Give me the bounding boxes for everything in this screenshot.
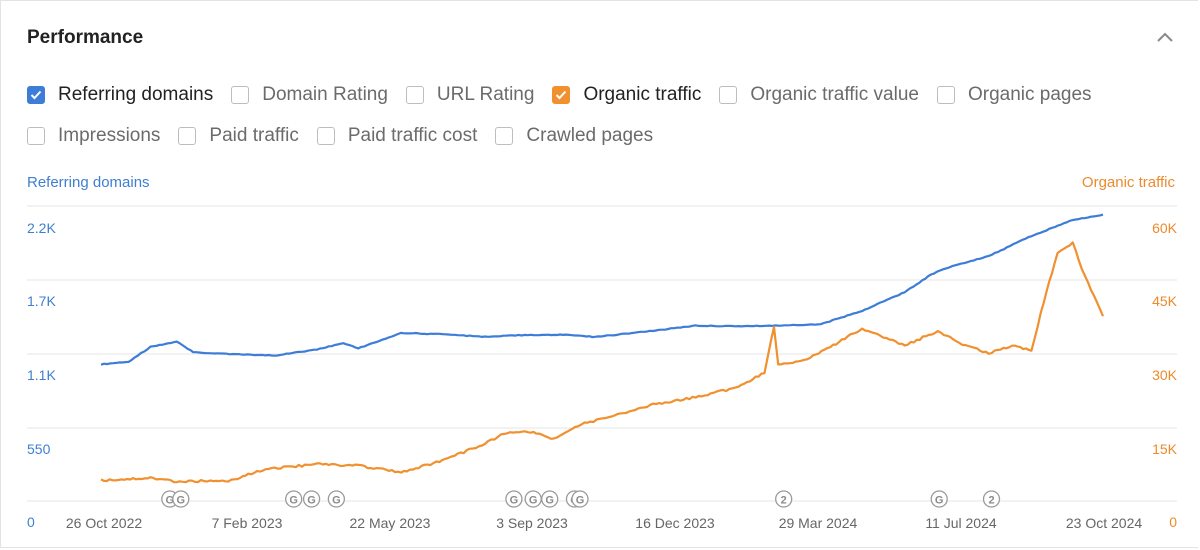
svg-text:2: 2: [988, 495, 994, 507]
google-update-marker[interactable]: G: [524, 490, 542, 508]
toggle-organic-traffic-value[interactable]: Organic traffic value: [719, 84, 919, 106]
toggle-crawled-pages[interactable]: Crawled pages: [495, 125, 653, 147]
svg-text:G: G: [177, 495, 186, 507]
toggle-label: Crawled pages: [526, 125, 654, 146]
x-tick-label: 11 Jul 2024: [925, 515, 997, 531]
toggle-impressions[interactable]: Impressions: [27, 125, 160, 147]
right-axis-title: Organic traffic: [1081, 174, 1175, 191]
svg-text:G: G: [510, 495, 519, 507]
svg-text:2: 2: [781, 495, 787, 507]
right-tick-label: 45K: [1152, 293, 1178, 309]
google-update-marker[interactable]: G: [327, 490, 346, 508]
x-tick-label: 7 Feb 2023: [212, 515, 283, 531]
left-tick-label: 0: [27, 514, 35, 530]
toggle-label: Paid traffic: [209, 125, 299, 146]
checkbox-icon[interactable]: [405, 86, 424, 104]
toggle-row: Impressions Paid traffic Paid traffic cost…: [27, 122, 1177, 150]
checkbox-icon[interactable]: [719, 86, 738, 104]
x-tick-label: 23 Oct 2024: [1066, 515, 1142, 531]
checkbox-icon[interactable]: [495, 127, 514, 145]
events-count-marker[interactable]: 2: [775, 490, 793, 508]
left-tick-label: 1.1K: [27, 367, 56, 383]
google-update-marker[interactable]: G: [541, 490, 559, 508]
toggle-label: Paid traffic cost: [347, 125, 478, 146]
x-tick-label: 3 Sep 2023: [496, 515, 568, 531]
toggle-label: Referring domains: [58, 84, 214, 105]
checkbox-icon[interactable]: [936, 86, 955, 104]
toggle-referring-domains[interactable]: Referring domains: [27, 84, 213, 106]
google-update-marker[interactable]: G: [571, 490, 589, 508]
events-count-marker[interactable]: 2: [982, 490, 1001, 508]
x-tick-label: 22 May 2023: [350, 515, 431, 531]
svg-text:G: G: [529, 495, 538, 507]
toggle-organic-traffic[interactable]: Organic traffic: [552, 84, 701, 106]
google-update-marker[interactable]: G: [930, 490, 948, 508]
svg-text:G: G: [166, 495, 175, 507]
x-tick-label: 26 Oct 2022: [66, 515, 142, 531]
checkbox-icon[interactable]: [27, 86, 45, 104]
svg-text:G: G: [545, 495, 554, 507]
right-tick-label: 15K: [1152, 441, 1178, 457]
referring-domains-line: [100, 213, 1104, 366]
left-tick-label: 550: [27, 441, 51, 457]
svg-text:G: G: [289, 495, 298, 507]
checkbox-icon[interactable]: [27, 127, 45, 145]
svg-text:G: G: [307, 495, 316, 507]
toggle-label: URL Rating: [436, 84, 535, 105]
left-axis-title: Referring domains: [27, 174, 150, 191]
panel-title: Performance: [27, 27, 144, 48]
toggle-url-rating[interactable]: URL Rating: [405, 84, 535, 106]
right-tick-label: 30K: [1152, 367, 1178, 383]
right-tick-label: 0: [1169, 514, 1177, 530]
toggle-organic-pages[interactable]: Organic pages: [936, 84, 1092, 106]
checkbox-icon[interactable]: [178, 127, 197, 145]
x-tick-label: 16 Dec 2023: [635, 515, 715, 531]
google-update-marker[interactable]: G: [285, 490, 303, 508]
google-update-marker[interactable]: G: [172, 490, 190, 508]
organic-traffic-line: [100, 241, 1105, 484]
toggle-label: Organic traffic value: [750, 84, 919, 105]
google-update-marker[interactable]: G: [505, 490, 523, 508]
svg-text:G: G: [332, 495, 341, 507]
metric-toggles: Referring domains Domain Rating URL Rating…: [27, 81, 1177, 163]
checkbox-icon[interactable]: [316, 127, 335, 145]
collapse-chevron-icon[interactable]: [1153, 27, 1177, 47]
left-tick-label: 1.7K: [27, 293, 56, 309]
toggle-paid-traffic[interactable]: Paid traffic: [178, 125, 299, 147]
toggle-row: Referring domains Domain Rating URL Rating…: [27, 81, 1177, 109]
toggle-label: Organic traffic: [583, 84, 702, 105]
right-tick-label: 60K: [1152, 220, 1178, 236]
toggle-domain-rating[interactable]: Domain Rating: [231, 84, 388, 106]
toggle-paid-traffic-cost[interactable]: Paid traffic cost: [316, 125, 478, 147]
toggle-label: Organic pages: [967, 84, 1092, 105]
toggle-label: Impressions: [58, 125, 161, 146]
checkbox-icon[interactable]: [552, 86, 571, 104]
svg-text:G: G: [935, 495, 944, 507]
left-tick-label: 2.2K: [27, 220, 56, 236]
toggle-label: Domain Rating: [262, 84, 388, 105]
svg-text:G: G: [576, 495, 585, 507]
x-tick-label: 29 Mar 2024: [779, 515, 858, 531]
checkbox-icon[interactable]: [231, 86, 250, 104]
google-update-marker[interactable]: G: [302, 490, 321, 508]
